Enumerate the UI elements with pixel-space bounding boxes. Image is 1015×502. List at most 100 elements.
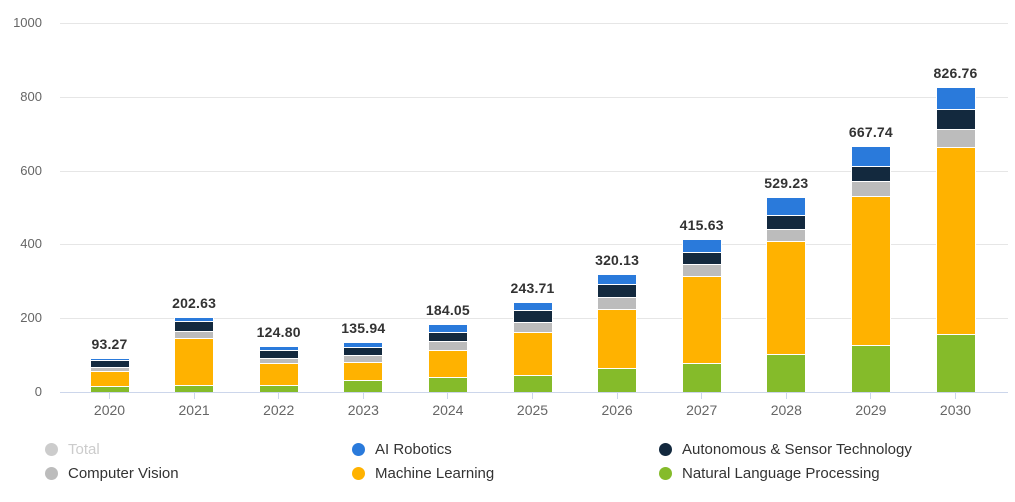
bar-total-label: 184.05 [425, 302, 470, 319]
x-axis-tick [616, 392, 618, 399]
bar-segment-autonomous-sensor-technology-2023[interactable] [343, 346, 384, 356]
x-axis-tick [532, 392, 533, 399]
bar-segment-autonomous-sensor-technology-2028[interactable] [766, 215, 807, 229]
bar-segment-natural-language-processing-2026[interactable] [597, 368, 638, 392]
chart-legend: Total AI Robotics Autonomous & Sensor Te… [0, 440, 1015, 482]
bar-segment-computer-vision-2026[interactable] [597, 297, 638, 309]
y-gridline [60, 170, 1008, 172]
x-axis-tick [193, 392, 195, 399]
bar-segment-ai-robotics-2021[interactable] [174, 317, 215, 321]
bar-total-label: 667.74 [848, 123, 893, 140]
bar-total-label: 320.13 [595, 251, 640, 268]
bar-segment-machine-learning-2027[interactable] [681, 276, 722, 364]
bar-segment-ai-robotics-2022[interactable] [258, 345, 299, 351]
legend-item-total[interactable]: Total [45, 440, 352, 458]
legend-label-natural-language-processing: Natural Language Processing [682, 464, 880, 482]
bar-segment-machine-learning-2030[interactable] [935, 146, 976, 334]
bar-segment-ai-robotics-2027[interactable] [681, 238, 722, 252]
x-axis-tick [701, 392, 703, 399]
bar-segment-autonomous-sensor-technology-2022[interactable] [258, 350, 299, 359]
bar-segment-computer-vision-2020[interactable] [89, 367, 130, 371]
bar-segment-machine-learning-2020[interactable] [89, 370, 130, 387]
bar-segment-autonomous-sensor-technology-2027[interactable] [681, 251, 722, 265]
y-axis-label: 1000 [13, 15, 42, 30]
x-axis-label: 2024 [432, 402, 464, 418]
x-axis-label: 2021 [178, 402, 210, 418]
bar-segment-ai-robotics-2024[interactable] [427, 324, 468, 332]
legend-item-computer-vision[interactable]: Computer Vision [45, 464, 352, 482]
bar-segment-natural-language-processing-2024[interactable] [427, 376, 468, 392]
bar-segment-autonomous-sensor-technology-2021[interactable] [174, 320, 215, 332]
x-axis-tick [109, 392, 110, 399]
x-axis-label: 2026 [601, 402, 633, 418]
bar-segment-natural-language-processing-2023[interactable] [343, 380, 384, 392]
bar-segment-natural-language-processing-2022[interactable] [258, 385, 299, 392]
bar-segment-autonomous-sensor-technology-2029[interactable] [850, 166, 891, 182]
bar-segment-autonomous-sensor-technology-2025[interactable] [512, 310, 553, 322]
x-axis-label: 2020 [93, 402, 126, 418]
bar-segment-machine-learning-2026[interactable] [597, 308, 638, 369]
x-axis-tick [362, 392, 364, 399]
legend-item-machine-learning[interactable]: Machine Learning [352, 464, 659, 482]
bar-segment-machine-learning-2028[interactable] [766, 240, 807, 355]
bar-segment-natural-language-processing-2029[interactable] [850, 345, 891, 392]
bar-segment-natural-language-processing-2027[interactable] [681, 363, 722, 392]
legend-item-ai-robotics[interactable]: AI Robotics [352, 440, 659, 458]
legend-item-autonomous-sensor-technology[interactable]: Autonomous & Sensor Technology [659, 440, 1015, 458]
y-gridline [60, 244, 1008, 246]
bar-segment-machine-learning-2021[interactable] [174, 338, 215, 385]
bar-segment-natural-language-processing-2025[interactable] [512, 374, 553, 392]
x-axis-label: 2025 [516, 402, 549, 418]
x-axis-label: 2028 [770, 402, 802, 418]
y-axis-label: 0 [34, 384, 42, 399]
x-axis-label: 2022 [263, 402, 295, 418]
bar-segment-ai-robotics-2025[interactable] [512, 302, 553, 311]
y-axis-label: 800 [20, 88, 42, 104]
stacked-bar-chart: 0 200 400 600 800 1000 2020 93.27 2021 202.63 2022… [13, 15, 1008, 418]
x-axis-tick [447, 392, 449, 399]
legend-label-machine-learning: Machine Learning [375, 464, 495, 482]
bar-segment-autonomous-sensor-technology-2024[interactable] [427, 331, 468, 342]
bar-segment-ai-robotics-2028[interactable] [766, 196, 807, 215]
x-axis-label: 2030 [939, 402, 972, 418]
x-axis-tick [785, 392, 787, 399]
x-axis-label: 2023 [347, 402, 379, 418]
bar-segment-autonomous-sensor-technology-2026[interactable] [597, 283, 638, 298]
bar-segment-computer-vision-2024[interactable] [427, 341, 468, 350]
bar-segment-natural-language-processing-2028[interactable] [766, 354, 807, 392]
bar-segment-computer-vision-2023[interactable] [343, 355, 384, 363]
x-axis-tick [278, 392, 280, 399]
bar-total-label: 529.23 [764, 174, 809, 191]
legend-marker-total-icon [45, 442, 58, 456]
legend-marker-autonomous-sensor-technology-icon [659, 442, 672, 456]
bar-total-label: 202.63 [172, 295, 217, 312]
x-axis-tick [955, 392, 956, 399]
bar-segment-machine-learning-2024[interactable] [427, 349, 468, 377]
bar-segment-ai-robotics-2020[interactable] [89, 357, 130, 361]
bar-segment-autonomous-sensor-technology-2030[interactable] [935, 108, 976, 130]
bar-segment-natural-language-processing-2030[interactable] [935, 333, 976, 392]
legend-marker-natural-language-processing-icon [659, 466, 672, 480]
bar-segment-computer-vision-2021[interactable] [174, 331, 215, 339]
bar-segment-autonomous-sensor-technology-2020[interactable] [89, 360, 130, 368]
bar-segment-machine-learning-2022[interactable] [258, 363, 299, 386]
bar-total-label: 826.76 [933, 64, 978, 81]
bar-segment-machine-learning-2025[interactable] [512, 331, 553, 375]
bar-segment-machine-learning-2023[interactable] [343, 362, 384, 381]
legend-item-natural-language-processing[interactable]: Natural Language Processing [659, 464, 1015, 482]
bar-segment-machine-learning-2029[interactable] [850, 196, 891, 346]
bar-segment-natural-language-processing-2020[interactable] [89, 386, 130, 392]
bar-segment-ai-robotics-2030[interactable] [935, 86, 976, 109]
bar-segment-ai-robotics-2029[interactable] [850, 145, 891, 167]
bar-segment-computer-vision-2027[interactable] [681, 264, 722, 277]
legend-label-ai-robotics: AI Robotics [375, 440, 452, 458]
bar-total-label: 135.94 [341, 319, 386, 336]
bar-segment-ai-robotics-2023[interactable] [343, 341, 384, 347]
bar-segment-computer-vision-2025[interactable] [512, 321, 553, 332]
bar-segment-computer-vision-2028[interactable] [766, 228, 807, 241]
bar-segment-computer-vision-2022[interactable] [258, 358, 299, 364]
bar-segment-natural-language-processing-2021[interactable] [174, 384, 215, 392]
bar-segment-ai-robotics-2026[interactable] [597, 273, 638, 284]
bar-segment-computer-vision-2029[interactable] [850, 181, 891, 197]
bar-segment-computer-vision-2030[interactable] [935, 129, 976, 147]
